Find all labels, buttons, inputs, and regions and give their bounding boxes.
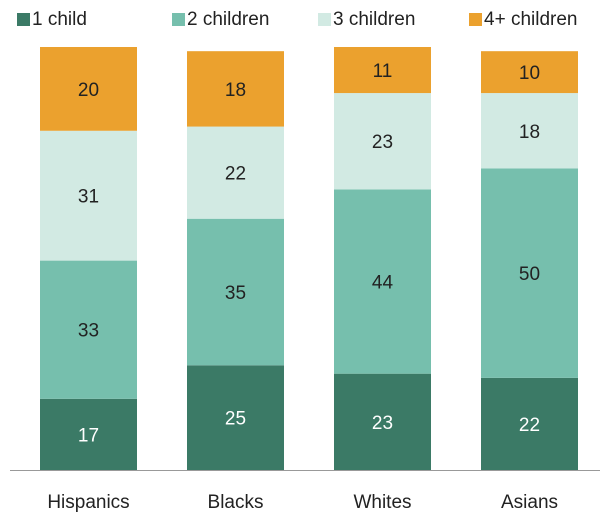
x-tick-label: Blacks [208,492,264,513]
value-label: 17 [78,425,99,446]
legend-label: 1 child [32,9,87,30]
bar-segment [40,398,137,470]
value-label: 10 [519,63,540,84]
bar-segment [40,130,137,261]
bar-segment [481,377,578,470]
bar-segment [334,47,431,94]
value-label: 11 [373,61,393,82]
legend-swatch [469,13,482,26]
bar-segment [481,51,578,94]
value-label: 44 [372,273,394,294]
bar-segment [334,189,431,374]
value-label: 18 [519,122,540,143]
value-label: 33 [78,321,99,342]
bar-segment [334,93,431,190]
value-label: 25 [225,409,246,430]
x-tick-label: Asians [501,492,558,513]
legend-label: 3 children [333,9,415,30]
bar-segment [187,126,284,219]
x-tick-label: Hispanics [47,492,129,513]
value-label: 22 [225,164,246,185]
bar-segment [40,260,137,399]
value-label: 31 [78,187,99,208]
value-label: 18 [225,80,246,101]
legend-swatch [318,13,331,26]
x-tick-label: Whites [353,492,411,513]
legend-label: 4+ children [484,9,577,30]
legend-swatch [17,13,30,26]
value-label: 23 [372,132,393,153]
bar-segment [334,373,431,470]
bar-segment [187,365,284,470]
value-label: 20 [78,80,99,101]
bar-segment [187,51,284,127]
value-label: 50 [519,264,540,285]
legend-swatch [172,13,185,26]
bar-segment [481,93,578,169]
bar-segment [187,218,284,366]
value-label: 35 [225,283,246,304]
bar-segment [40,47,137,131]
value-label: 23 [372,413,393,434]
value-label: 22 [519,415,540,436]
bar-segment [481,168,578,378]
legend-label: 2 children [187,9,269,30]
